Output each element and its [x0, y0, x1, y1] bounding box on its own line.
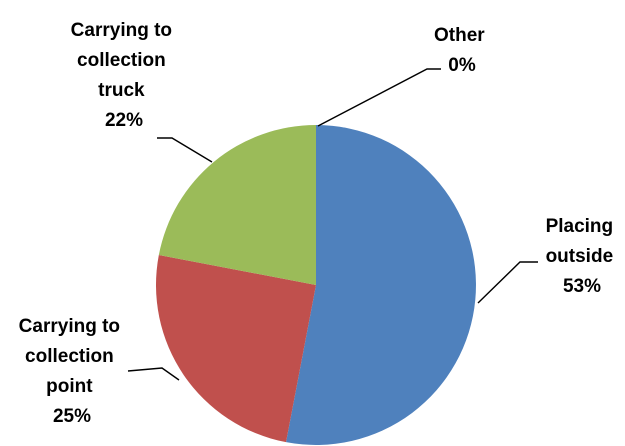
label-collection-point: Carrying to collection point 25% [19, 316, 126, 427]
leader-placing-outside [477, 261, 538, 304]
leader-collection-truck [157, 137, 213, 163]
pie-slices [155, 124, 476, 445]
leader-other [317, 68, 441, 127]
slice-collection-truck [158, 124, 316, 286]
slice-placing-outside [286, 125, 476, 445]
label-other: Other 0% [434, 25, 490, 76]
leader-collection-point [127, 367, 180, 381]
label-collection-truck: Carrying to collection truck 22% [71, 20, 178, 131]
slice-collection-point [155, 255, 316, 443]
label-placing-outside: Placing outside 53% [546, 216, 619, 297]
leader-lines [127, 68, 538, 381]
